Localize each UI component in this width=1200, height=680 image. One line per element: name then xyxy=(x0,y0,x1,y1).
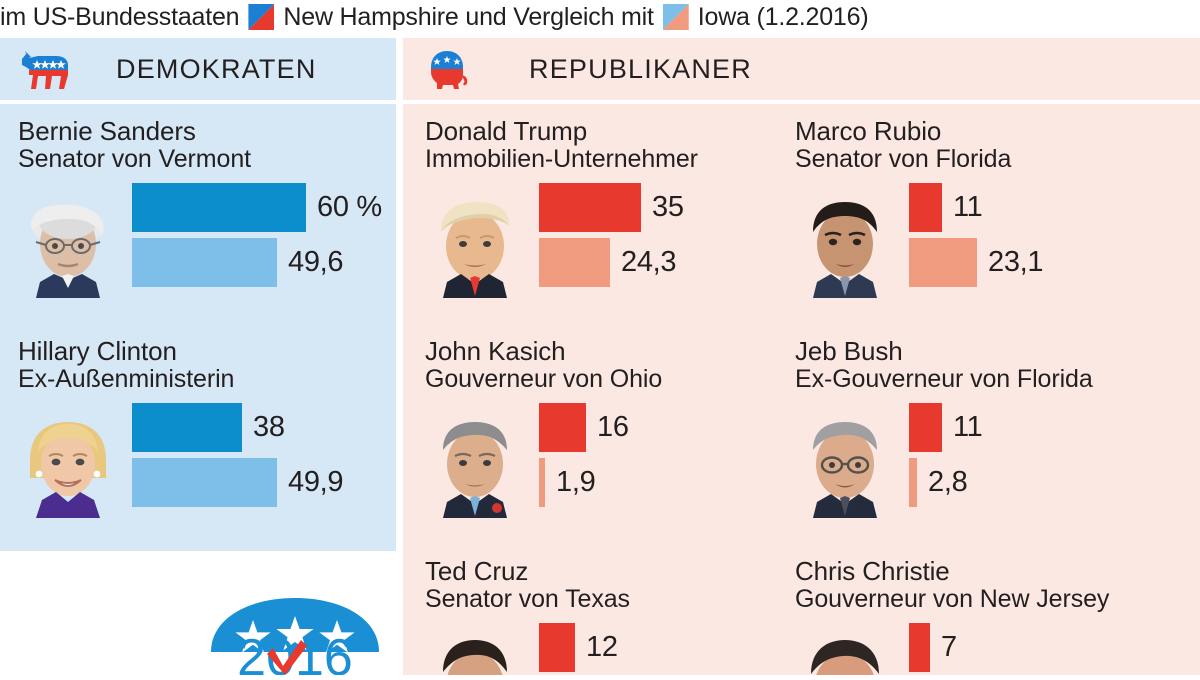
bar-row-ia: 24,3 xyxy=(539,238,684,287)
bar-iowa xyxy=(909,458,917,507)
bar-value-nh: 12 xyxy=(586,631,618,663)
candidate-name: Marco Rubio xyxy=(795,116,942,146)
candidate-role: Gouverneur von New Jersey xyxy=(795,585,1110,613)
bar-row-nh: 12 xyxy=(539,623,618,672)
bar-row-nh: 35 xyxy=(539,183,684,232)
bar-value-nh: 38 xyxy=(253,411,285,443)
bar-new-hampshire xyxy=(539,623,575,672)
democrats-header: DEMOKRATEN xyxy=(0,38,396,100)
bar-iowa xyxy=(539,458,545,507)
candidate-name: Ted Cruz xyxy=(425,557,529,586)
bar-row-nh: 11 xyxy=(909,403,983,452)
candidate-photo-christie xyxy=(795,636,895,675)
bar-new-hampshire xyxy=(132,183,306,232)
candidate-role: Gouverneur von Ohio xyxy=(425,365,663,393)
candidate-role: Ex-Außenministerin xyxy=(18,365,235,393)
candidate-card-christie: Chris Christie Gouverneur von New Jersey xyxy=(795,557,1175,675)
candidate-name: Jeb Bush xyxy=(795,336,903,366)
candidate-photo-bush xyxy=(795,416,895,518)
candidate-photo-trump xyxy=(425,196,525,298)
bar-value-ia: 1,9 xyxy=(556,466,596,498)
candidate-photo-clinton xyxy=(18,416,118,518)
republicans-title: REPUBLIKANER xyxy=(529,53,752,84)
candidate-photo-sanders xyxy=(18,196,118,298)
candidate-card-trump: Donald Trump Immobilien-Unternehmer xyxy=(425,117,785,298)
republicans-header: REPUBLIKANER xyxy=(403,38,1200,100)
bar-value-nh: 60 % xyxy=(317,191,382,223)
bar-row-nh: 7 xyxy=(909,623,957,672)
candidate-name: Hillary Clinton xyxy=(18,336,177,366)
candidate-card-rubio: Marco Rubio Senator von Florida xyxy=(795,117,1175,298)
bar-new-hampshire xyxy=(909,403,942,452)
bar-row-ia: 2,8 xyxy=(909,458,983,507)
candidate-photo-rubio xyxy=(795,196,895,298)
title-mid: New Hampshire und Vergleich mit xyxy=(283,2,654,31)
bar-new-hampshire xyxy=(132,403,242,452)
bar-row-ia: 49,9 xyxy=(132,458,344,507)
bar-row-ia: 1,9 xyxy=(539,458,629,507)
elephant-icon xyxy=(431,51,468,89)
title-lead: im US-Bundesstaaten xyxy=(0,2,240,31)
candidate-name: Bernie Sanders xyxy=(18,116,196,146)
election-2016-badge: 2016 xyxy=(205,596,385,680)
bar-value-ia: 24,3 xyxy=(621,246,677,278)
bar-row-nh: 11 xyxy=(909,183,1043,232)
bar-value-ia: 49,6 xyxy=(288,246,344,278)
candidate-role: Ex-Gouverneur von Florida xyxy=(795,365,1093,393)
bar-new-hampshire xyxy=(539,403,586,452)
candidate-card-kasich: John Kasich Gouverneur von Ohio xyxy=(425,337,785,518)
title-tail: Iowa (1.2.2016) xyxy=(697,2,869,31)
title-strip: im US-Bundesstaaten New Hampshire und Ve… xyxy=(0,0,1200,34)
candidate-role: Senator von Texas xyxy=(425,585,630,613)
donkey-icon xyxy=(22,51,68,89)
bar-row-ia: 49,6 xyxy=(132,238,382,287)
bar-value-nh: 35 xyxy=(652,191,684,223)
candidate-photo-kasich xyxy=(425,416,525,518)
bar-iowa xyxy=(539,238,610,287)
bar-new-hampshire xyxy=(539,183,641,232)
candidate-role: Immobilien-Unternehmer xyxy=(425,145,698,173)
bar-value-nh: 11 xyxy=(953,411,983,443)
candidate-name: Chris Christie xyxy=(795,557,950,586)
candidate-role: Senator von Florida xyxy=(795,145,1012,173)
candidate-photo-cruz xyxy=(425,636,525,675)
bar-value-ia: 49,9 xyxy=(288,466,344,498)
swatch-new-hampshire xyxy=(248,4,275,30)
candidate-card-bush: Jeb Bush Ex-Gouverneur von Florida xyxy=(795,337,1175,518)
bar-row-ia: 23,1 xyxy=(909,238,1044,287)
bar-new-hampshire xyxy=(909,183,942,232)
candidate-card-cruz: Ted Cruz Senator von Texas 12 xyxy=(425,557,785,675)
candidate-name: Donald Trump xyxy=(425,116,588,146)
candidate-name: John Kasich xyxy=(425,336,566,366)
candidate-card-sanders: Bernie Sanders Senator von Vermont xyxy=(18,117,390,298)
bar-value-nh: 11 xyxy=(953,191,983,223)
bar-value-ia: 2,8 xyxy=(928,466,968,498)
bar-row-nh: 16 xyxy=(539,403,629,452)
bar-value-ia: 23,1 xyxy=(988,246,1044,278)
bar-iowa xyxy=(132,238,277,287)
bar-iowa xyxy=(132,458,277,507)
bar-row-nh: 38 xyxy=(132,403,343,452)
democrats-title: DEMOKRATEN xyxy=(116,53,317,84)
bar-iowa xyxy=(909,238,977,287)
candidate-card-clinton: Hillary Clinton Ex-Außenministerin xyxy=(18,337,390,518)
bar-value-nh: 7 xyxy=(941,631,957,663)
candidate-role: Senator von Vermont xyxy=(18,145,251,173)
swatch-iowa xyxy=(662,4,689,30)
bar-row-nh: 60 % xyxy=(132,183,382,232)
bar-new-hampshire xyxy=(909,623,930,672)
bar-value-nh: 16 xyxy=(597,411,629,443)
